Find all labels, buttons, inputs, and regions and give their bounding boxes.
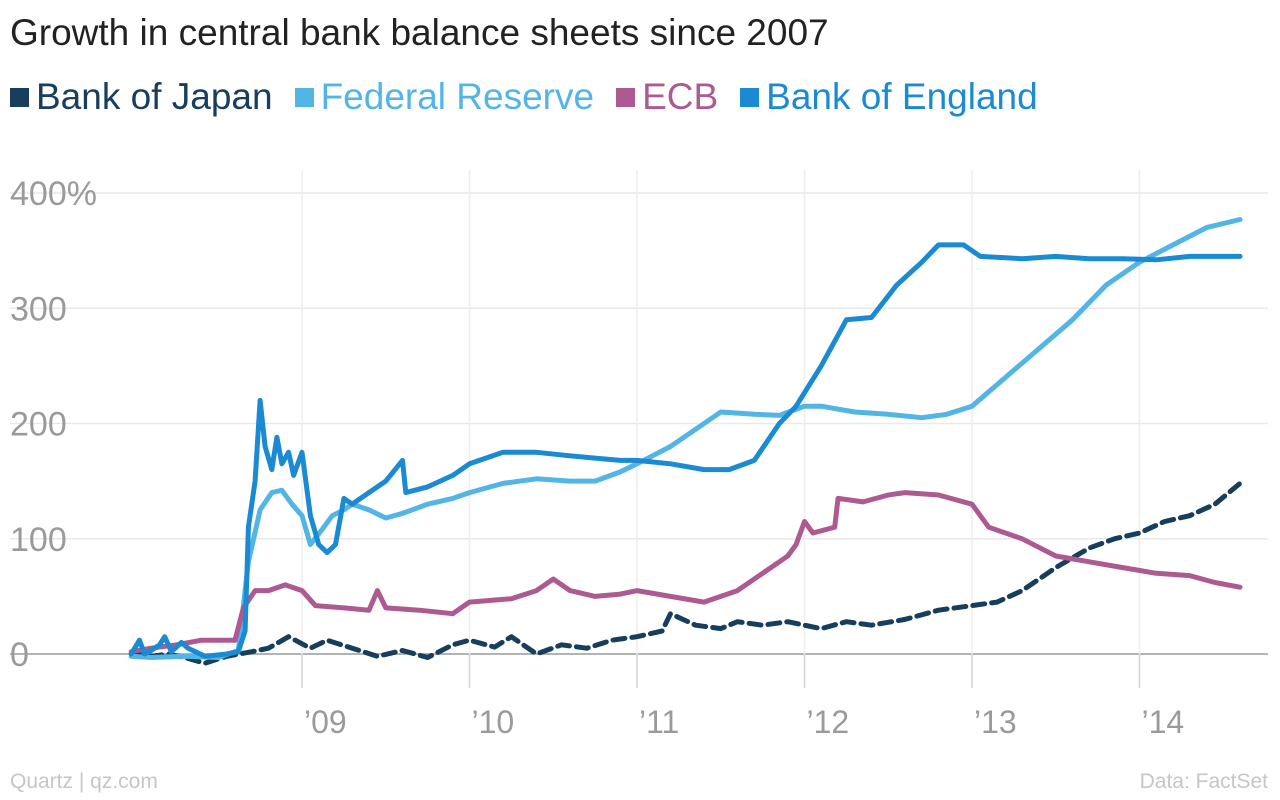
y-tick-label: 300 — [10, 290, 67, 328]
legend-item-ecb: ECB — [616, 76, 718, 118]
legend-label-bank-of-england: Bank of England — [766, 76, 1038, 117]
legend-item-federal-reserve: Federal Reserve — [294, 76, 595, 118]
axis-labels: 400% 300 200 100 0 ’09 ’10 ’11 ’12 ’13 ’14 — [10, 175, 1184, 740]
x-tick-label: ’09 — [304, 704, 347, 740]
legend-label-ecb: ECB — [642, 76, 719, 117]
series-line-bank-of-england — [128, 242, 1243, 659]
series-line-bank-of-japan — [128, 480, 1243, 666]
legend-swatch-federal-reserve — [294, 87, 314, 107]
legend-label-bank-of-japan: Bank of Japan — [36, 76, 273, 117]
legend-label-federal-reserve: Federal Reserve — [320, 76, 595, 117]
y-tick-label: 400% — [10, 175, 97, 213]
footer-source-left: Quartz | qz.com — [10, 770, 158, 793]
legend-item-bank-of-japan: Bank of Japan — [10, 76, 273, 118]
x-tick-label: ’13 — [974, 704, 1017, 740]
y-tick-label: 100 — [10, 521, 67, 559]
chart-title: Growth in central bank balance sheets si… — [10, 12, 829, 53]
x-tick-label: ’12 — [807, 704, 850, 740]
series-line-ecb — [128, 490, 1243, 655]
legend-swatch-ecb — [616, 87, 636, 107]
chart-legend: Bank of Japan Federal Reserve ECB Bank o… — [10, 76, 1060, 118]
y-tick-label: 0 — [10, 636, 29, 674]
legend-item-bank-of-england: Bank of England — [740, 76, 1038, 118]
gridlines — [10, 170, 1268, 688]
footer-source-right: Data: FactSet — [1139, 770, 1268, 793]
x-tick-label: ’11 — [639, 704, 679, 740]
legend-swatch-bank-of-japan — [10, 87, 29, 107]
x-tick-label: ’14 — [1142, 704, 1185, 740]
y-tick-label: 200 — [10, 406, 67, 444]
legend-swatch-bank-of-england — [740, 87, 760, 107]
x-tick-label: ’10 — [472, 704, 515, 740]
series-line-federal-reserve — [128, 217, 1243, 660]
series-lines — [128, 217, 1243, 666]
